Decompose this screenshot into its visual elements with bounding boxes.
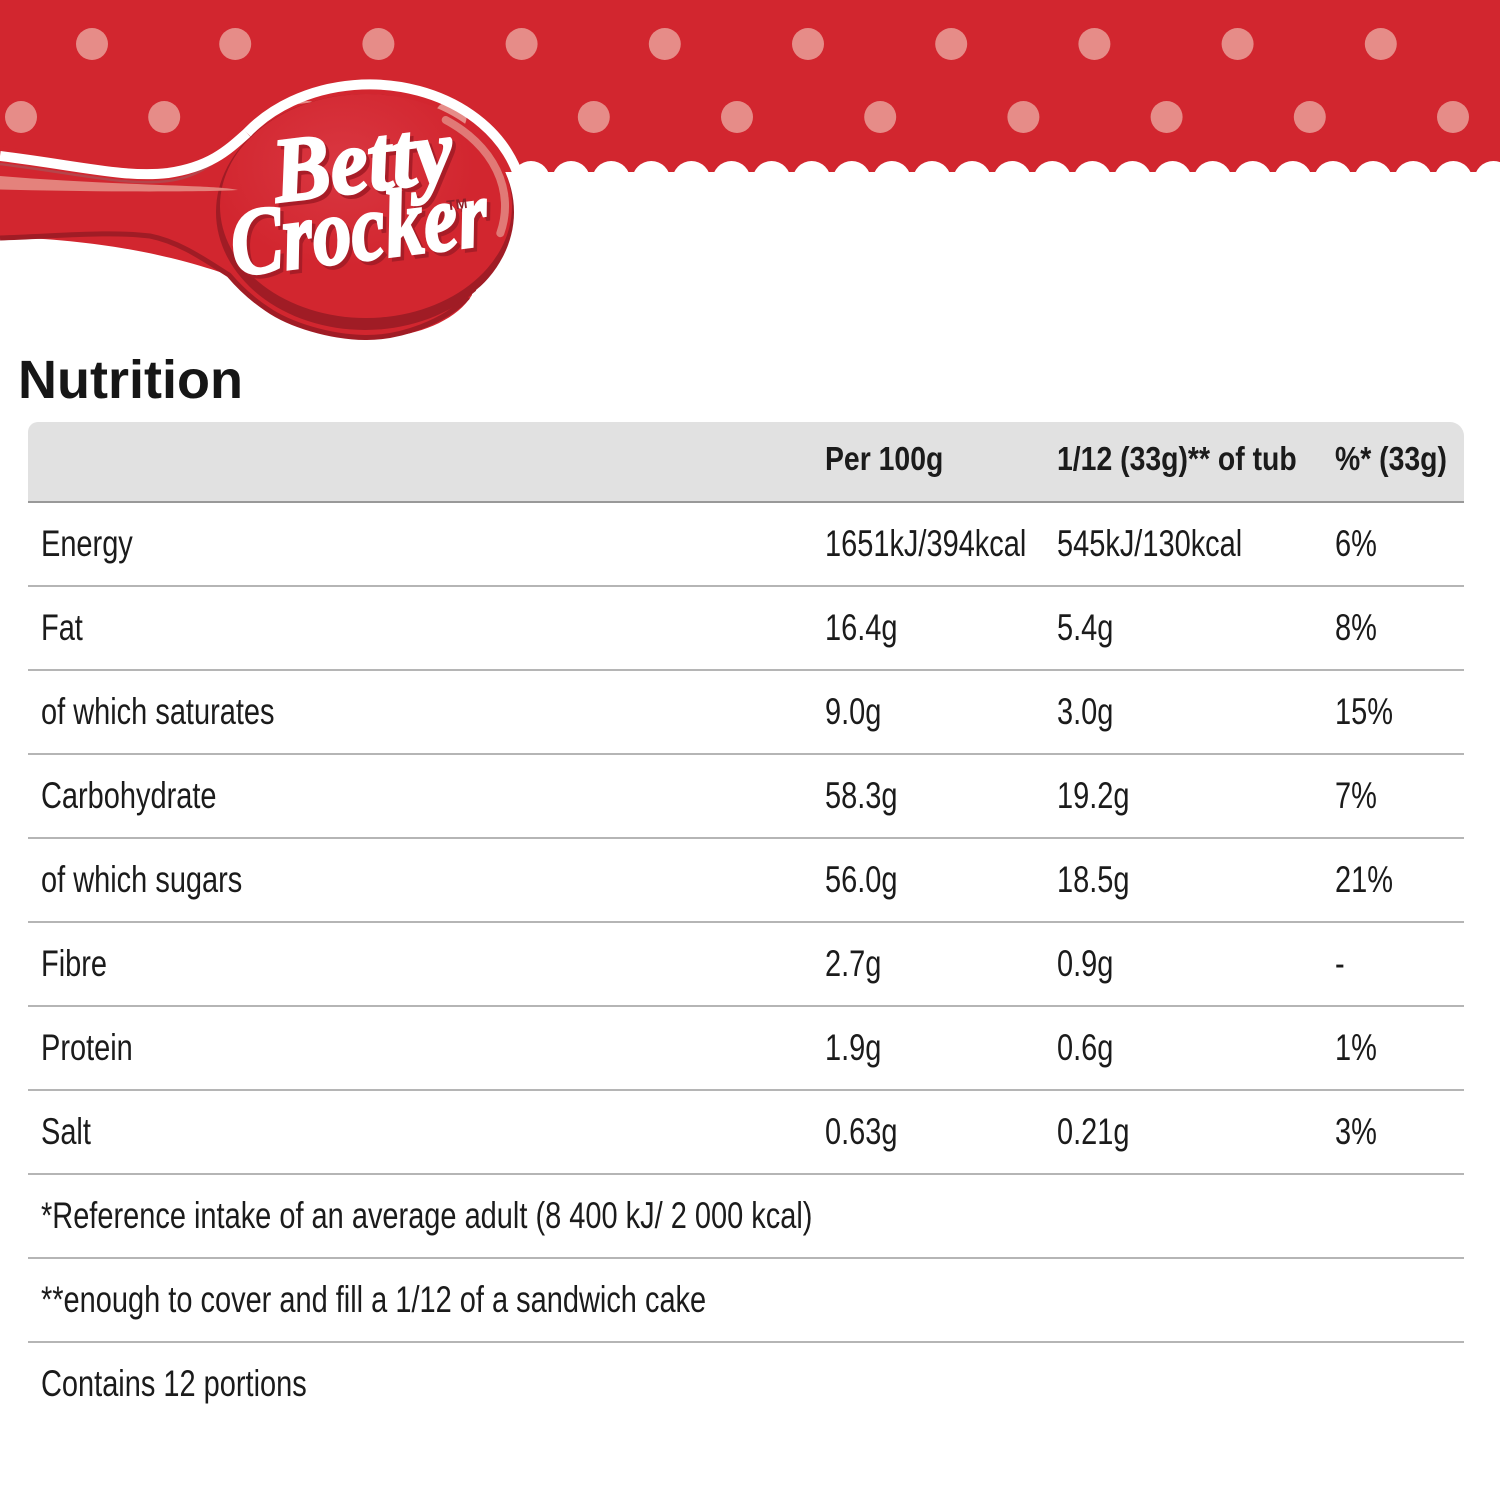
svg-text:Betty: Betty	[266, 99, 459, 222]
svg-text:Crocker: Crocker	[228, 162, 498, 300]
svg-text:TM: TM	[446, 195, 469, 213]
svg-text:Betty: Betty	[270, 102, 463, 225]
